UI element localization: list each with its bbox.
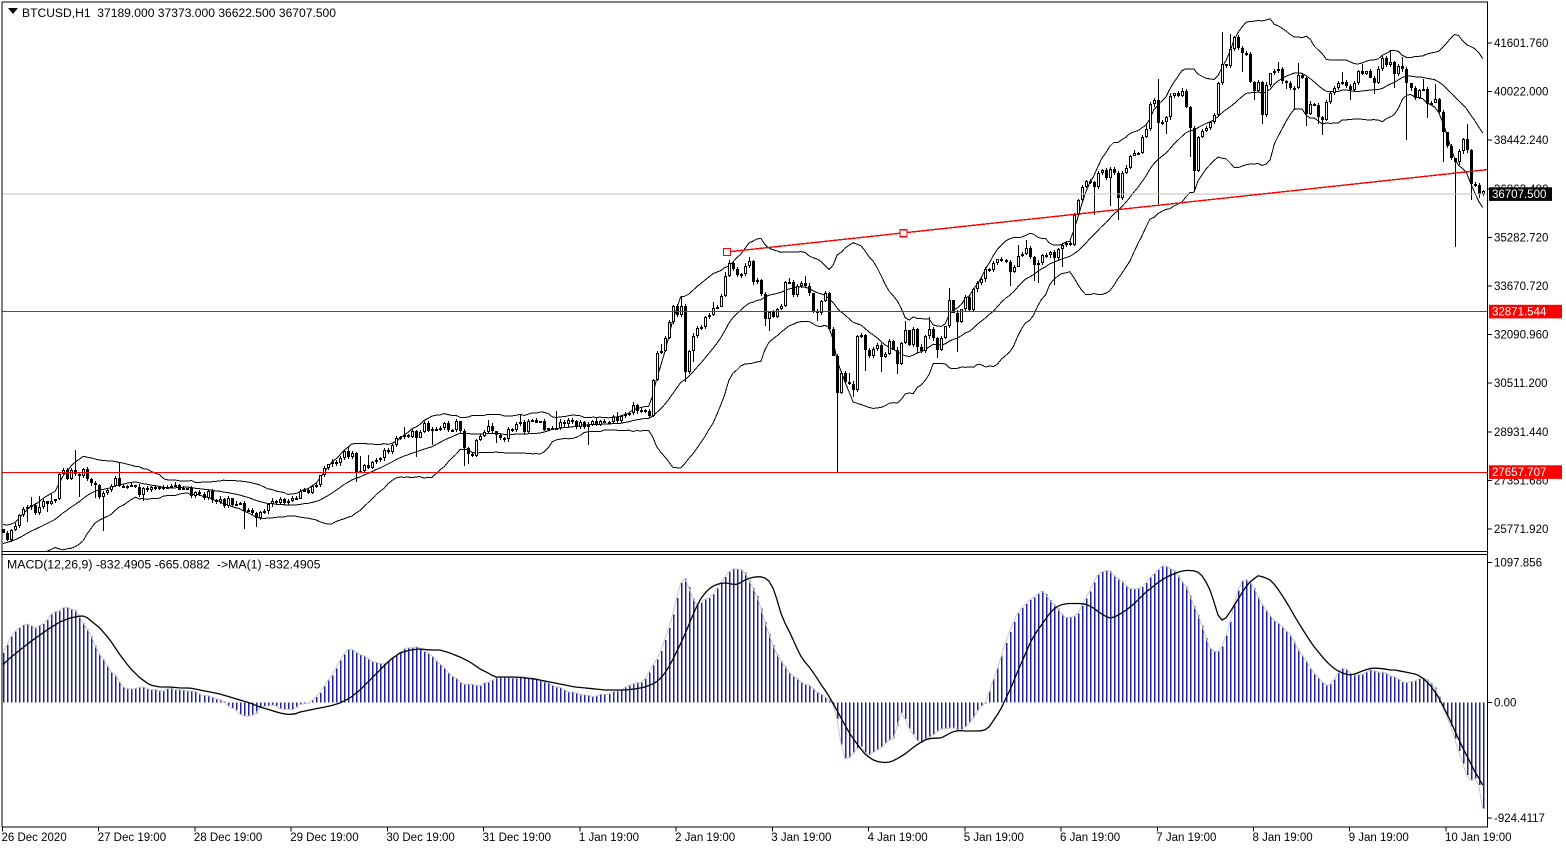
svg-text:5 Jan 19:00: 5 Jan 19:00 xyxy=(964,832,1024,844)
svg-text:40022.000: 40022.000 xyxy=(1494,87,1548,99)
svg-text:35282.720: 35282.720 xyxy=(1494,232,1548,244)
svg-text:1 Jan 19:00: 1 Jan 19:00 xyxy=(579,832,639,844)
svg-text:7 Jan 19:00: 7 Jan 19:00 xyxy=(1156,832,1216,844)
svg-text:38442.240: 38442.240 xyxy=(1494,135,1548,147)
svg-text:1097.856: 1097.856 xyxy=(1494,557,1542,569)
svg-text:27657.707: 27657.707 xyxy=(1492,467,1546,479)
svg-text:41601.760: 41601.760 xyxy=(1494,38,1548,50)
svg-text:BTCUSD,H1 37189.000 37373.000: BTCUSD,H1 37189.000 37373.000 36622.500 … xyxy=(22,6,336,20)
svg-text:28931.440: 28931.440 xyxy=(1494,427,1548,439)
svg-text:10 Jan 19:00: 10 Jan 19:00 xyxy=(1445,832,1512,844)
svg-text:MACD(12,26,9) -832.4905 -665.0: MACD(12,26,9) -832.4905 -665.0882 ->MA(1… xyxy=(7,558,321,572)
svg-text:36707.500: 36707.500 xyxy=(1492,189,1546,201)
svg-text:-924.4117: -924.4117 xyxy=(1494,813,1545,825)
svg-text:25771.920: 25771.920 xyxy=(1494,524,1548,536)
svg-text:28 Dec 19:00: 28 Dec 19:00 xyxy=(194,832,262,844)
svg-text:4 Jan 19:00: 4 Jan 19:00 xyxy=(868,832,928,844)
svg-text:30 Dec 19:00: 30 Dec 19:00 xyxy=(386,832,454,844)
svg-text:3 Jan 19:00: 3 Jan 19:00 xyxy=(771,832,831,844)
svg-text:29 Dec 19:00: 29 Dec 19:00 xyxy=(290,832,358,844)
svg-text:32090.960: 32090.960 xyxy=(1494,330,1548,342)
svg-text:32871.544: 32871.544 xyxy=(1492,307,1547,319)
svg-text:31 Dec 19:00: 31 Dec 19:00 xyxy=(483,832,551,844)
svg-text:33670.720: 33670.720 xyxy=(1494,281,1548,293)
svg-text:8 Jan 19:00: 8 Jan 19:00 xyxy=(1253,832,1313,844)
svg-text:27 Dec 19:00: 27 Dec 19:00 xyxy=(98,832,166,844)
svg-text:2 Jan 19:00: 2 Jan 19:00 xyxy=(675,832,735,844)
svg-text:6 Jan 19:00: 6 Jan 19:00 xyxy=(1060,832,1120,844)
svg-text:30511.200: 30511.200 xyxy=(1494,378,1548,390)
svg-text:26 Dec 2020: 26 Dec 2020 xyxy=(2,832,67,844)
svg-text:0.00: 0.00 xyxy=(1494,697,1516,709)
svg-text:9 Jan 19:00: 9 Jan 19:00 xyxy=(1349,832,1409,844)
